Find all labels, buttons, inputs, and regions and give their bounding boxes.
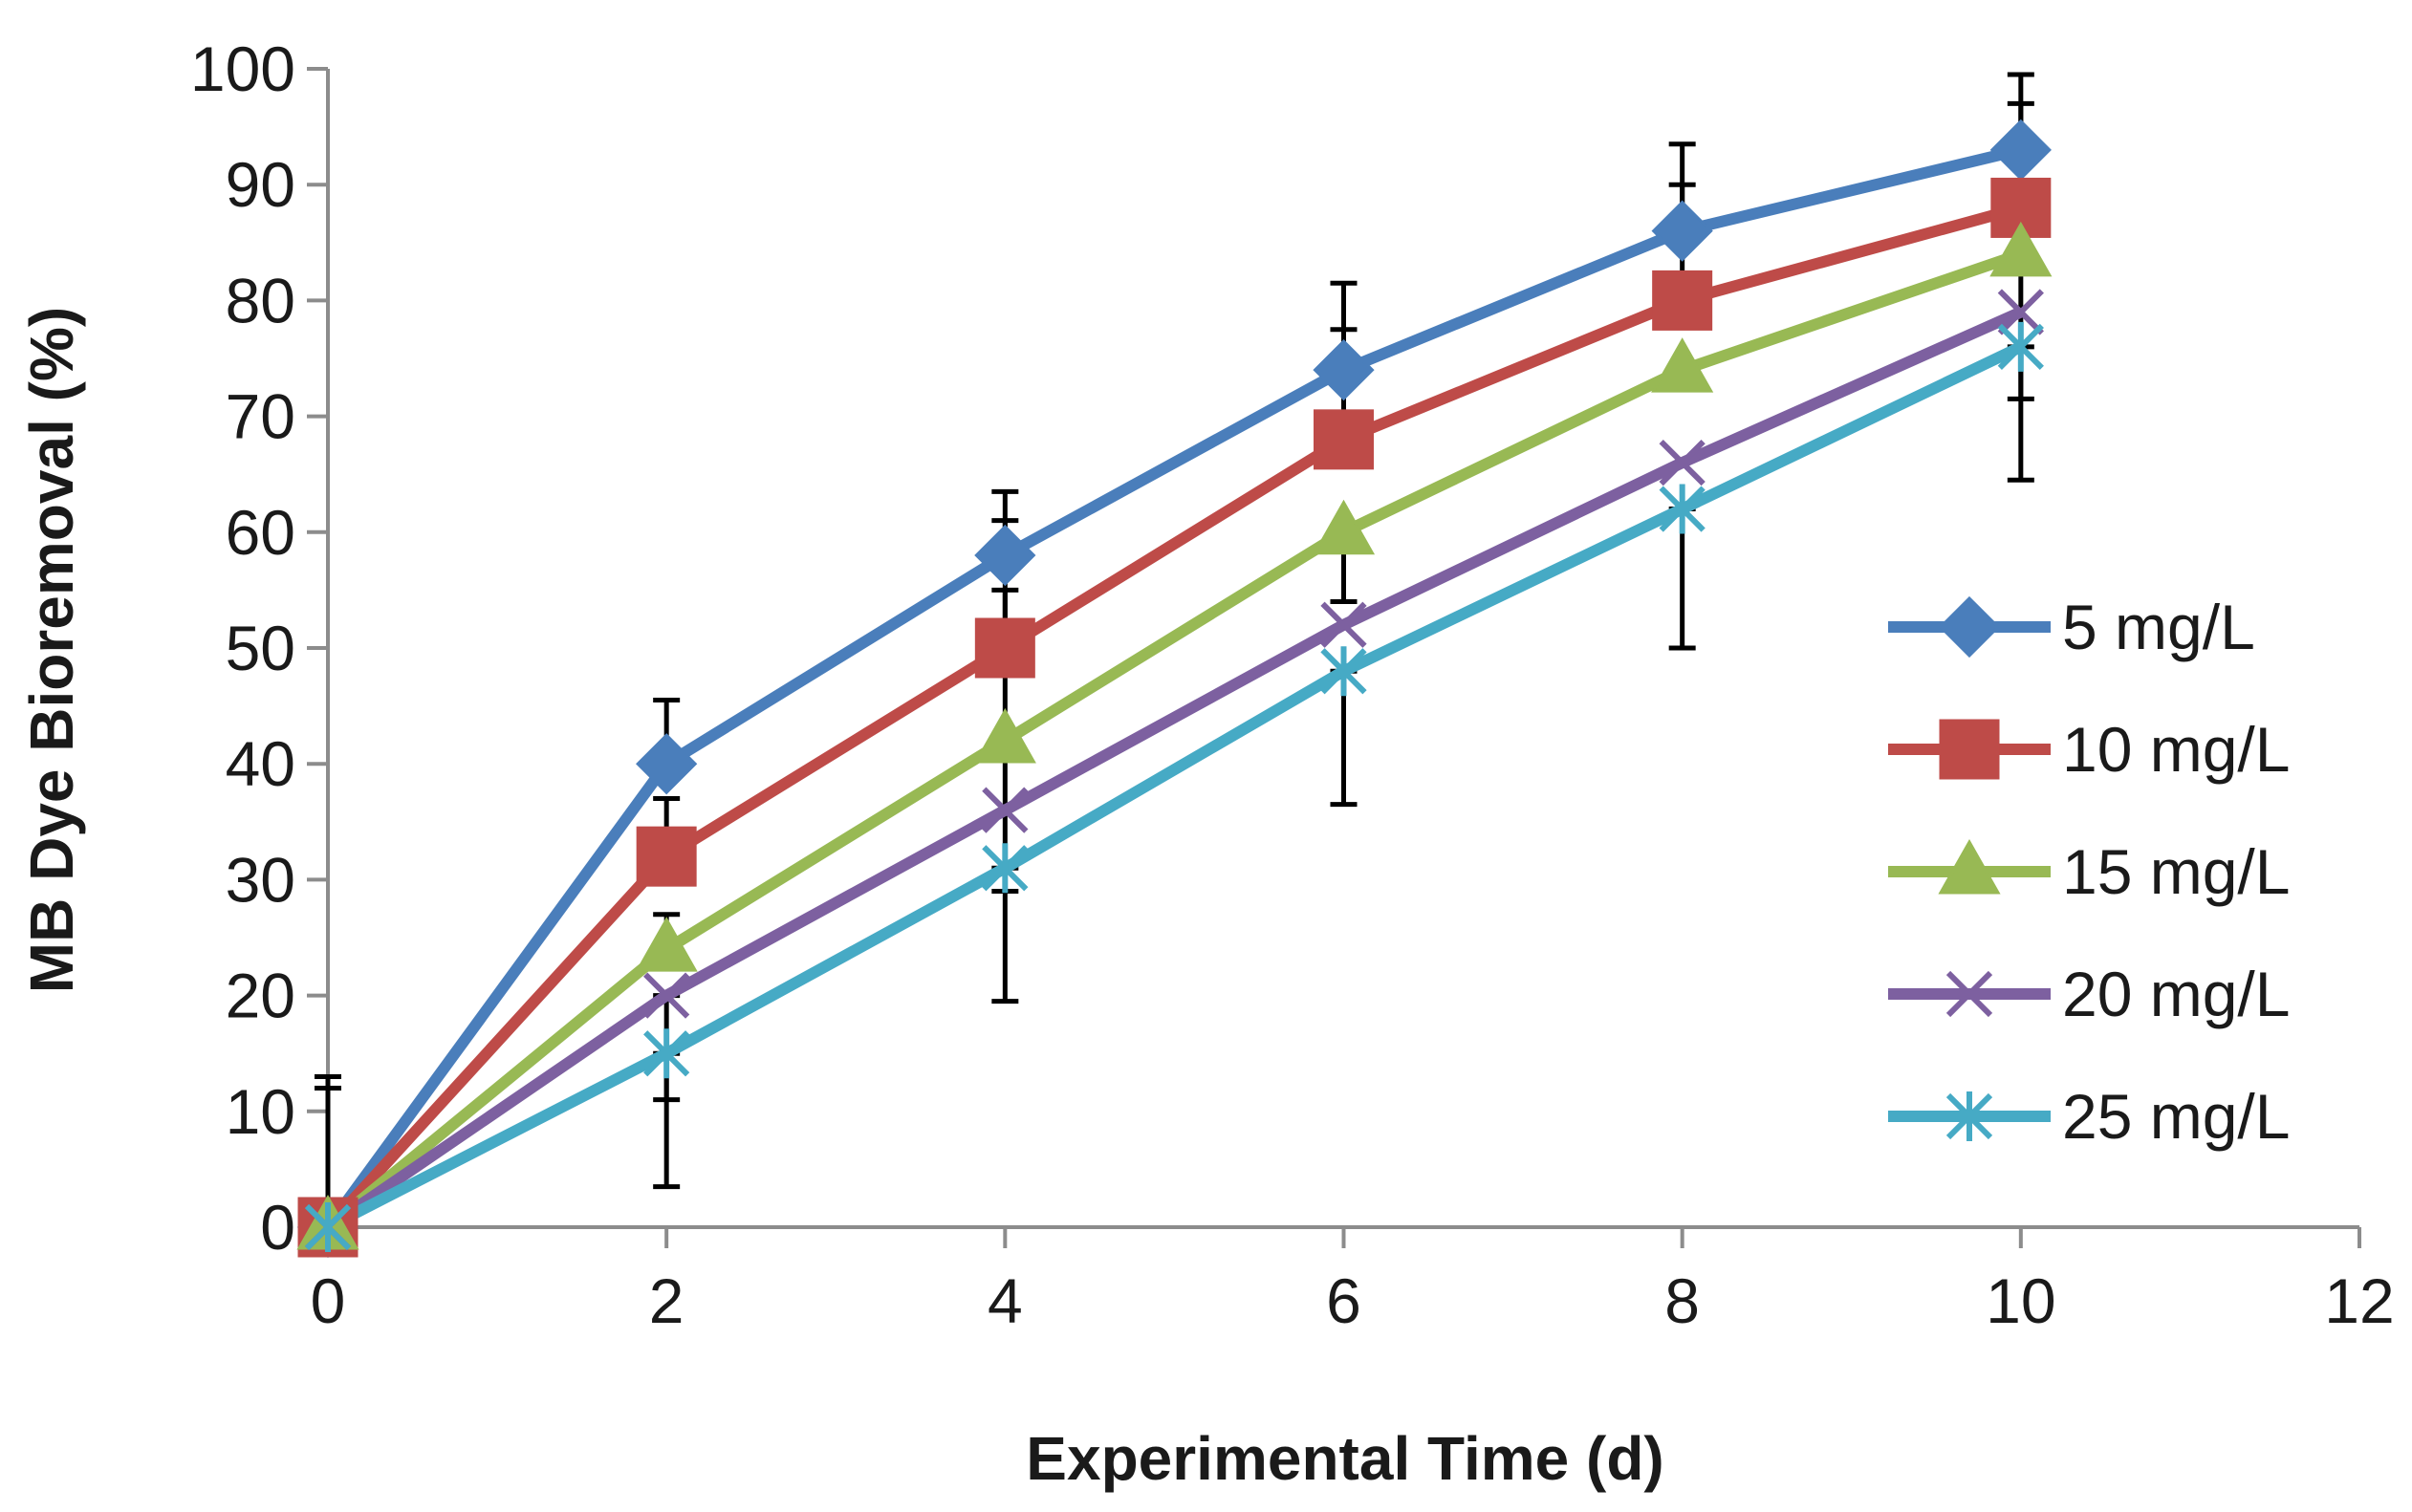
series-markers — [296, 119, 2053, 1259]
x-tick-label: 2 — [649, 1265, 684, 1336]
data-point — [1989, 119, 2052, 181]
data-point — [643, 1028, 690, 1079]
data-point — [1314, 409, 1374, 470]
data-point — [1989, 221, 2053, 277]
data-point — [982, 843, 1029, 894]
series-line — [323, 202, 2023, 1232]
data-point — [636, 826, 697, 887]
marker-stroke — [1659, 439, 1706, 486]
series-line — [323, 144, 2023, 1231]
x-tick-label: 8 — [1664, 1265, 1700, 1336]
x-tick-label: 6 — [1326, 1265, 1361, 1336]
y-tick-label: 90 — [226, 149, 295, 220]
data-point — [1651, 200, 1713, 262]
data-point — [1659, 484, 1706, 534]
data-point — [1320, 646, 1367, 697]
data-point — [635, 917, 698, 972]
legend-label: 20 mg/L — [2062, 959, 2290, 1029]
data-point — [973, 707, 1036, 764]
legend-label: 10 mg/L — [2062, 714, 2290, 785]
y-axis-title: MB Dye Bioremoval (%) — [17, 307, 86, 993]
y-tick-label: 10 — [226, 1076, 295, 1147]
data-point — [1312, 499, 1376, 555]
y-tick-label: 0 — [260, 1192, 295, 1263]
data-point — [1997, 321, 2044, 372]
y-tick-label: 40 — [226, 728, 295, 799]
data-point — [1651, 337, 1714, 393]
y-tick-label: 80 — [226, 265, 295, 335]
marker-stroke — [1320, 601, 1367, 648]
series-lines — [323, 144, 2024, 1233]
y-tick-label: 30 — [226, 844, 295, 915]
data-point — [304, 1202, 352, 1252]
series-line — [324, 248, 2023, 1232]
data-point — [1320, 601, 1367, 648]
legend: 5 mg/L 10 mg/L 15 mg/L 20 mg/L 25 mg/L — [1888, 592, 2290, 1152]
x-tick-label: 0 — [311, 1265, 346, 1336]
y-tick-label: 100 — [190, 33, 295, 104]
data-point — [643, 972, 690, 1019]
legend-swatch-marker — [1938, 838, 2001, 895]
legend-label: 15 mg/L — [2062, 836, 2290, 907]
data-point — [1652, 270, 1713, 331]
x-axis-title: Experimental Time (d) — [1026, 1424, 1663, 1493]
y-tick-label: 20 — [226, 961, 295, 1031]
data-point — [1313, 338, 1375, 401]
series-line — [324, 307, 2024, 1232]
marker-stroke — [1997, 289, 2044, 335]
data-point — [1659, 439, 1706, 486]
data-point — [974, 524, 1036, 587]
data-point — [1997, 289, 2044, 335]
legend-swatch-marker — [1938, 595, 2001, 659]
y-tick-label: 60 — [226, 497, 295, 568]
y-tick-label: 70 — [226, 381, 295, 452]
axes: 0 10 20 30 40 50 60 70 80 90 100 0 2 4 6 8 10 12 — [190, 33, 2395, 1336]
data-point — [982, 787, 1029, 833]
marker-stroke — [982, 787, 1029, 833]
marker-stroke — [1945, 970, 1993, 1018]
x-tick-label: 10 — [1986, 1265, 2055, 1336]
series-line — [325, 341, 2024, 1233]
data-point — [636, 733, 698, 795]
legend-swatch-marker — [1945, 970, 1993, 1018]
legend-label: 5 mg/L — [2062, 592, 2255, 662]
legend-swatch-marker — [1945, 1091, 1993, 1141]
y-tick-label: 50 — [226, 613, 295, 683]
marker-stroke — [643, 972, 690, 1019]
x-tick-label: 4 — [988, 1265, 1023, 1336]
legend-label: 25 mg/L — [2062, 1081, 2290, 1152]
legend-swatch-marker — [1939, 719, 2000, 780]
x-tick-label: 12 — [2324, 1265, 2394, 1336]
data-point — [974, 617, 1035, 679]
